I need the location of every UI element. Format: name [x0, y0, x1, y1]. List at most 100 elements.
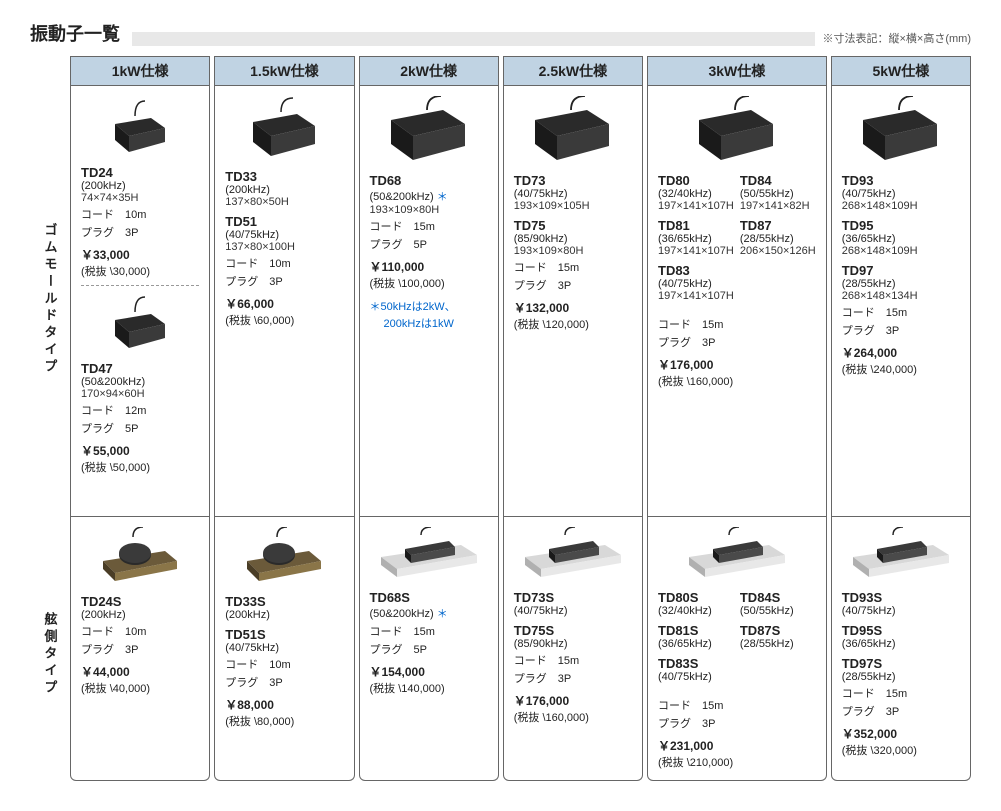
model-number: TD95 — [842, 218, 960, 233]
price: ￥110,000 — [370, 258, 488, 275]
plug-spec: プラグ 3P — [514, 670, 632, 686]
price-ex-tax: (税抜 \140,000) — [370, 680, 488, 696]
price: ￥231,000 — [658, 737, 816, 754]
price-ex-tax: (税抜 \240,000) — [842, 361, 960, 377]
frequency: (40/75kHz) — [225, 229, 343, 241]
model-number: TD81S — [658, 623, 734, 638]
product-image — [225, 96, 343, 163]
product-image — [658, 527, 816, 584]
product-image — [658, 96, 816, 167]
cell-rubber-mold: TD33(200kHz)137×80×50H TD51(40/75kHz) 137×… — [215, 86, 353, 516]
product-image — [514, 96, 632, 167]
dimension-note: ※寸法表記：縦×横×高さ(mm) — [823, 30, 972, 46]
frequency: (36/65kHz) — [658, 233, 734, 245]
frequency: (28/55kHz) — [842, 278, 960, 290]
cord-spec: コード 10m — [225, 656, 343, 672]
frequency: (50&200kHz) — [81, 376, 199, 388]
price: ￥132,000 — [514, 299, 632, 316]
frequency: (40/75kHz) — [514, 188, 632, 200]
frequency: (36/65kHz) — [658, 638, 734, 650]
price: ￥55,000 — [81, 442, 199, 459]
cord-spec: コード 12m — [81, 402, 199, 418]
product-block: TD68(50&200kHz) ＊193×109×80Hコード 15mプラグ 5… — [370, 96, 488, 332]
frequency: (200kHz) — [225, 609, 343, 621]
price-ex-tax: (税抜 \60,000) — [225, 312, 343, 328]
model-number: TD51S — [225, 627, 343, 642]
cord-spec: コード 15m — [370, 218, 488, 234]
model-number: TD75S — [514, 623, 632, 638]
cell-side-mount: TD80S(32/40kHz)TD81S(36/65kHz)TD83S(40/7… — [648, 516, 826, 780]
frequency: (85/90kHz) — [514, 638, 632, 650]
plug-spec: プラグ 3P — [842, 703, 960, 719]
product-block: TD68S(50&200kHz) ＊コード 15mプラグ 5P￥154,000(… — [370, 527, 488, 696]
dimensions: 268×148×109H — [842, 245, 960, 257]
cord-spec: コード 15m — [658, 697, 816, 713]
plug-spec: プラグ 3P — [225, 273, 343, 289]
model-number: TD83S — [658, 656, 734, 671]
price-ex-tax: (税抜 \80,000) — [225, 713, 343, 729]
product-image — [370, 96, 488, 167]
cord-spec: コード 10m — [225, 255, 343, 271]
spec-column: 2kW仕様TD68(50&200kHz) ＊193×109×80Hコード 15m… — [359, 56, 499, 781]
title-bar — [132, 32, 815, 46]
model-number: TD93S — [842, 590, 960, 605]
frequency: (28/55kHz) — [740, 233, 816, 245]
price: ￥176,000 — [658, 356, 816, 373]
model-number: TD87S — [740, 623, 816, 638]
product-block: TD95S(36/65kHz) — [842, 623, 960, 650]
cord-spec: コード 10m — [81, 623, 199, 639]
product-block: TD24S(200kHz)コード 10mプラグ 3P￥44,000(税抜 \40… — [81, 527, 199, 696]
star-icon: ＊ — [434, 191, 448, 203]
dimensions: 137×80×50H — [225, 196, 343, 208]
frequency: (50&200kHz) ＊ — [370, 188, 488, 204]
frequency: (40/75kHz) — [225, 642, 343, 654]
frequency: (200kHz) — [81, 180, 199, 192]
page-title: 振動子一覧 — [30, 20, 120, 46]
dimensions: 170×94×60H — [81, 388, 199, 400]
column-header: 1kW仕様 — [71, 56, 209, 86]
model-number: TD83 — [658, 263, 734, 278]
product-image — [81, 527, 199, 588]
dimensions: 74×74×35H — [81, 192, 199, 204]
cell-rubber-mold: TD24(200kHz)74×74×35Hコード 10mプラグ 3P￥33,00… — [71, 86, 209, 516]
row-label-rubber-mold: ゴムモールドタイプ — [30, 84, 70, 514]
frequency: (40/75kHz) — [658, 278, 734, 290]
cord-spec: コード 15m — [658, 316, 816, 332]
product-block: TD73S(40/75kHz) — [514, 527, 632, 617]
title-row: 振動子一覧 ※寸法表記：縦×横×高さ(mm) — [30, 20, 971, 46]
product-block: TD87S(28/55kHz) — [740, 623, 816, 650]
product-block: TD93(40/75kHz)268×148×109H — [842, 96, 960, 212]
pair-side: TD80S(32/40kHz)TD81S(36/65kHz)TD83S(40/7… — [658, 590, 734, 689]
row-labels: ゴムモールドタイプ 舷側タイプ — [30, 84, 70, 781]
dimensions: 193×109×80H — [514, 245, 632, 257]
cell-side-mount: TD73S(40/75kHz)TD75S(85/90kHz)コード 15mプラグ… — [504, 516, 642, 756]
product-block: TD95(36/65kHz)268×148×109H — [842, 218, 960, 257]
cord-spec: コード 15m — [370, 623, 488, 639]
frequency: (200kHz) — [81, 609, 199, 621]
product-image — [842, 527, 960, 584]
product-block: TD84(50/55kHz)197×141×82H — [740, 173, 816, 212]
cord-spec: コード 15m — [842, 304, 960, 320]
product-image — [842, 96, 960, 167]
plug-spec: プラグ 3P — [842, 322, 960, 338]
dimensions: 193×109×80H — [370, 204, 488, 216]
plug-spec: プラグ 5P — [370, 641, 488, 657]
frequency: (36/65kHz) — [842, 233, 960, 245]
product-block: TD87(28/55kHz)206×150×126H — [740, 218, 816, 257]
plug-spec: プラグ 5P — [370, 236, 488, 252]
model-number: TD97S — [842, 656, 960, 671]
product-block: TD81S(36/65kHz) — [658, 623, 734, 650]
price: ￥352,000 — [842, 725, 960, 742]
product-block: TD33(200kHz)137×80×50H — [225, 96, 343, 208]
model-number: TD87 — [740, 218, 816, 233]
price-ex-tax: (税抜 \120,000) — [514, 316, 632, 332]
cord-spec: コード 15m — [514, 259, 632, 275]
model-number: TD33S — [225, 594, 343, 609]
column-header: 2.5kW仕様 — [504, 56, 642, 86]
plug-spec: プラグ 3P — [81, 224, 199, 240]
column-header: 2kW仕様 — [360, 56, 498, 86]
product-image — [81, 96, 199, 159]
price-ex-tax: (税抜 \210,000) — [658, 754, 816, 770]
plug-spec: プラグ 3P — [658, 715, 816, 731]
model-number: TD51 — [225, 214, 343, 229]
